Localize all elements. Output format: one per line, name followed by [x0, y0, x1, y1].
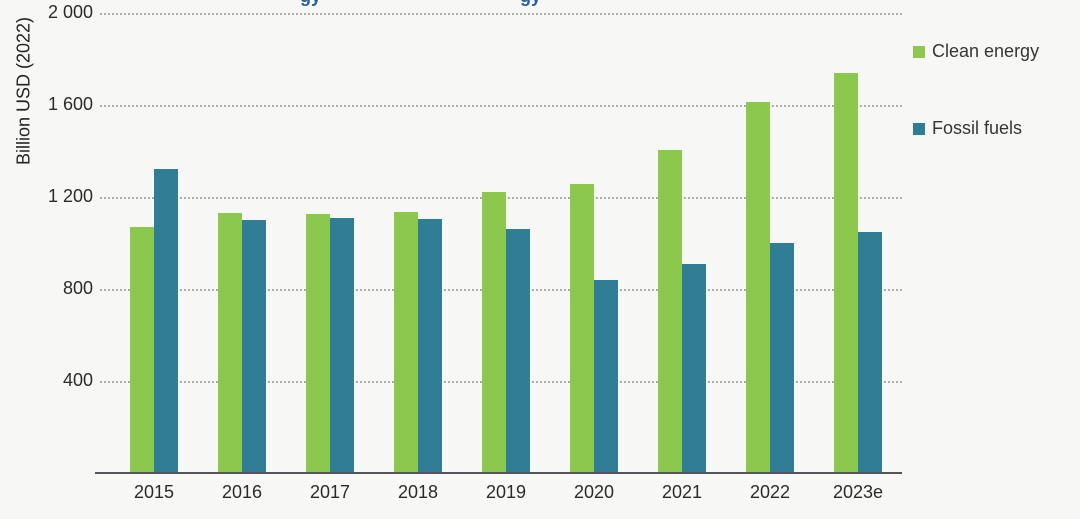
legend-label: Clean energy — [932, 41, 1040, 61]
x-tick-label-2018: 2018 — [397, 482, 439, 502]
bar-fossil-fuels-2021 — [682, 263, 706, 473]
x-tick-label-2017: 2017 — [309, 482, 351, 502]
bar-fossil-fuels-2020 — [594, 279, 618, 473]
x-tick-label-2020: 2020 — [573, 482, 615, 502]
bar-group-2019 — [462, 13, 550, 473]
gridline-2000 — [100, 13, 902, 15]
bar-group-2021 — [638, 13, 726, 473]
bar-clean-energy-2021 — [658, 149, 682, 473]
y-tick-label: 800 — [62, 278, 93, 298]
bar-fossil-fuels-2023e — [858, 231, 882, 473]
cropped-title-fragment: gy — [300, 0, 321, 7]
bar-group-2017 — [286, 13, 374, 473]
legend-item-fossil-fuels: Fossil fuels — [913, 118, 1022, 139]
bar-clean-energy-2023e — [834, 72, 858, 473]
x-tick-label-2019: 2019 — [485, 482, 527, 502]
fossil-fuels-swatch-icon — [913, 122, 925, 135]
bar-fossil-fuels-2018 — [418, 218, 442, 473]
x-tick-label-2023e: 2023e — [832, 482, 884, 502]
bar-fossil-fuels-2015 — [154, 169, 178, 473]
clean-energy-swatch-icon — [913, 45, 925, 58]
bar-clean-energy-2015 — [130, 226, 154, 473]
x-tick-label-2015: 2015 — [133, 482, 175, 502]
bar-group-2016 — [198, 13, 286, 473]
x-tick-label-2016: 2016 — [221, 482, 263, 502]
bar-fossil-fuels-2019 — [506, 229, 530, 473]
bar-group-2018 — [374, 13, 462, 473]
x-axis-line — [95, 472, 902, 474]
bar-clean-energy-2019 — [482, 192, 506, 473]
bars-container — [110, 13, 902, 473]
y-axis-title: Billion USD (2022) — [13, 16, 34, 166]
gridline-1600 — [100, 105, 902, 107]
y-tick-label: 1 200 — [47, 186, 93, 206]
bar-fossil-fuels-2017 — [330, 217, 354, 473]
bar-clean-energy-2017 — [306, 214, 330, 473]
bar-clean-energy-2022 — [746, 101, 770, 473]
cropped-title-fragment: gy — [520, 0, 541, 7]
bar-group-2015 — [110, 13, 198, 473]
legend-label: Fossil fuels — [932, 118, 1023, 138]
y-tick-label: 400 — [62, 370, 93, 390]
x-tick-label-2021: 2021 — [661, 482, 703, 502]
bar-clean-energy-2020 — [570, 184, 594, 473]
bar-fossil-fuels-2022 — [770, 243, 794, 473]
bar-group-2023e — [814, 13, 902, 473]
y-tick-label: 2 000 — [47, 2, 93, 22]
bar-fossil-fuels-2016 — [242, 220, 266, 473]
legend-item-clean-energy: Clean energy — [913, 41, 1039, 62]
y-tick-label: 1 600 — [47, 94, 93, 114]
x-tick-label-2022: 2022 — [749, 482, 791, 502]
bar-clean-energy-2016 — [218, 213, 242, 473]
bar-group-2020 — [550, 13, 638, 473]
bar-clean-energy-2018 — [394, 211, 418, 473]
bar-group-2022 — [726, 13, 814, 473]
